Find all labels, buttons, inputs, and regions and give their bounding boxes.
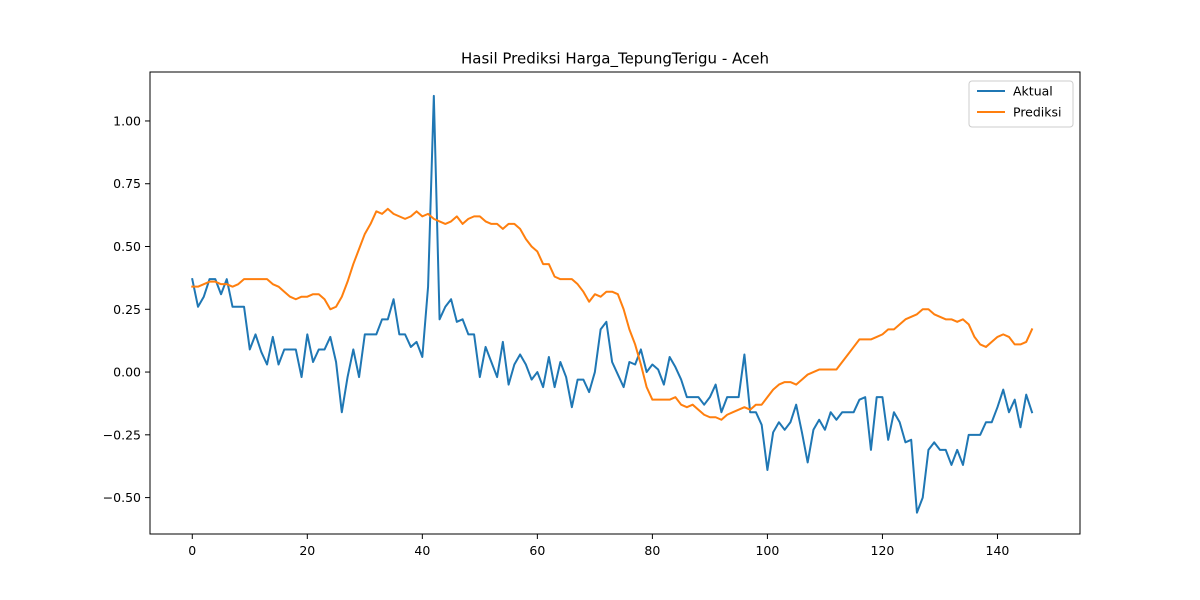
- legend: Aktual Prediksi: [968, 80, 1074, 128]
- y-tick-label: 0.00: [113, 365, 141, 380]
- legend-label-aktual: Aktual: [1013, 84, 1053, 99]
- y-tick-label: −0.25: [103, 427, 141, 442]
- chart-title: Hasil Prediksi Harga_TepungTerigu - Aceh: [461, 50, 769, 69]
- plot-frame: [149, 71, 1081, 535]
- y-tick-label: 0.50: [113, 239, 141, 254]
- y-tick-label: 0.25: [113, 302, 141, 317]
- x-tick-label: 40: [414, 543, 430, 558]
- y-tick-label: −0.50: [103, 490, 141, 505]
- x-tick-label: 20: [299, 543, 315, 558]
- series-line-prediksi: [191, 207, 1034, 421]
- x-tick-label: 80: [644, 543, 660, 558]
- legend-label-prediksi: Prediksi: [1013, 105, 1062, 120]
- x-tick-label: 140: [986, 543, 1010, 558]
- y-axis: −0.50 −0.25 0.00 0.25 0.50 0.75 1.00: [103, 113, 150, 505]
- x-tick-label: 100: [755, 543, 779, 558]
- legend-box: [968, 80, 1074, 128]
- plot-series: [191, 94, 1034, 514]
- x-tick-label: 60: [529, 543, 545, 558]
- series-line-aktual: [191, 94, 1034, 514]
- x-tick-label: 120: [871, 543, 895, 558]
- x-axis: 0 20 40 60 80 100 120 140: [188, 534, 1009, 558]
- y-tick-label: 0.75: [113, 176, 141, 191]
- y-tick-label: 1.00: [113, 113, 141, 128]
- x-tick-label: 0: [188, 543, 196, 558]
